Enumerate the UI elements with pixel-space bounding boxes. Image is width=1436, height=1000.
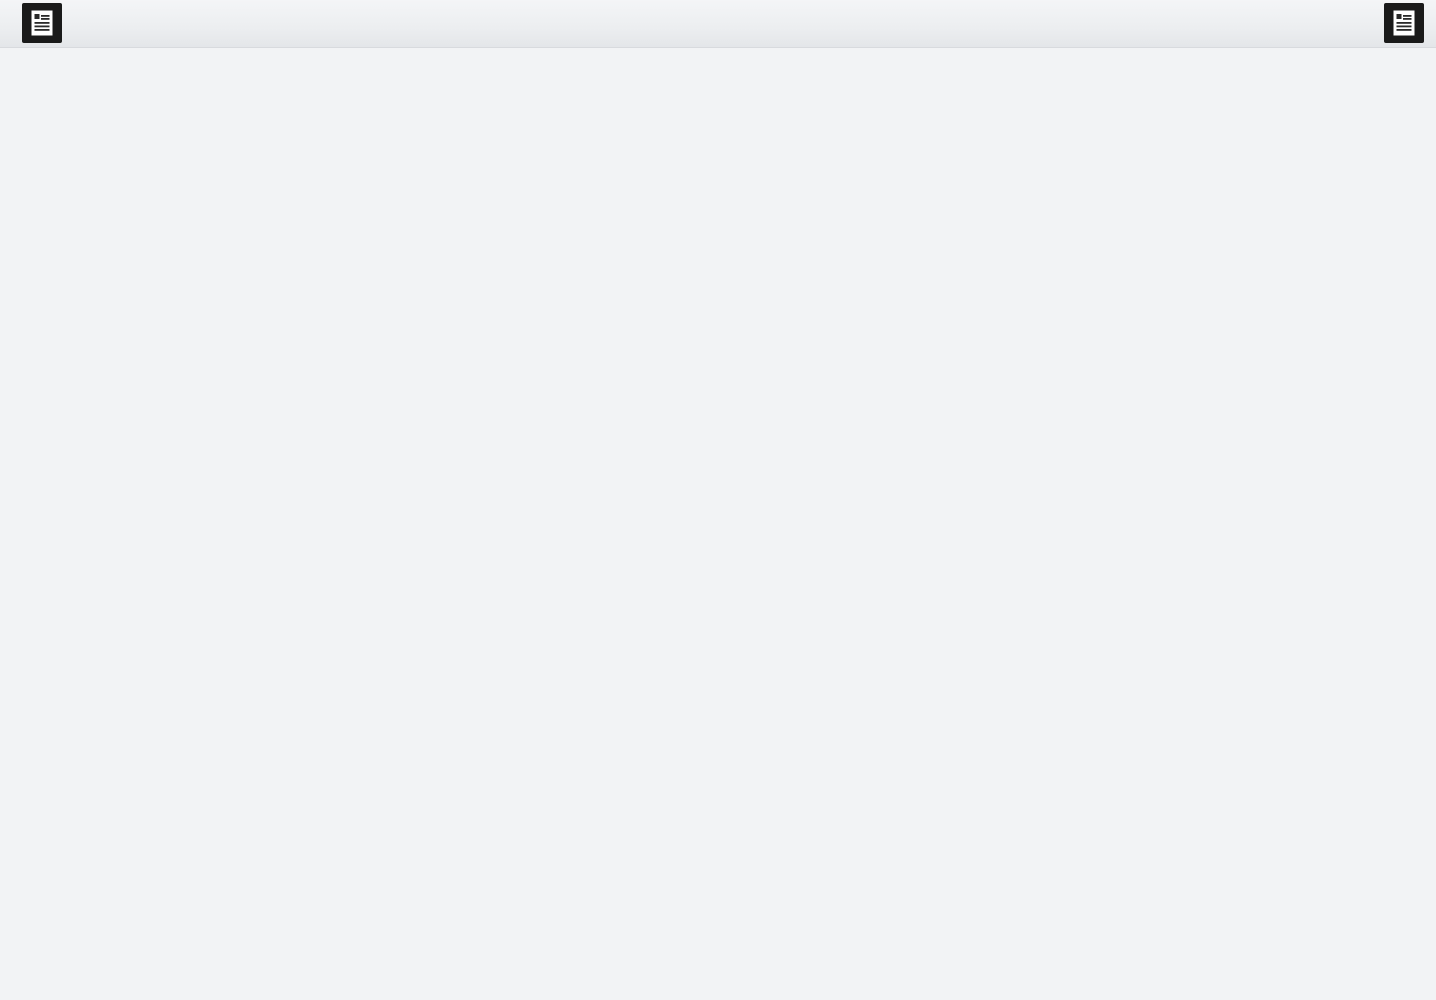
page-header — [0, 0, 1436, 48]
document-list-icon — [1384, 3, 1424, 43]
document-list-icon — [22, 3, 62, 43]
